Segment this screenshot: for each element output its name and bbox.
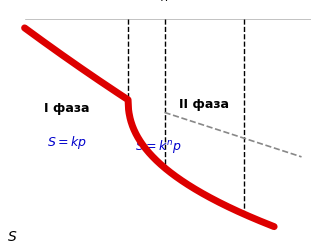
Text: $S$: $S$: [7, 230, 18, 243]
Text: $S=k^np$: $S=k^np$: [135, 138, 182, 155]
Text: $R$: $R$: [160, 0, 169, 2]
Text: $P_{\mathrm{кр}-1}$: $P_{\mathrm{кр}-1}$: [113, 0, 143, 2]
Text: $P_{\mathrm{пр}}$: $P_{\mathrm{пр}}$: [235, 0, 252, 2]
Text: $S = kp$: $S = kp$: [47, 134, 87, 151]
Text: II фаза: II фаза: [179, 97, 229, 111]
Text: I фаза: I фаза: [44, 102, 90, 115]
